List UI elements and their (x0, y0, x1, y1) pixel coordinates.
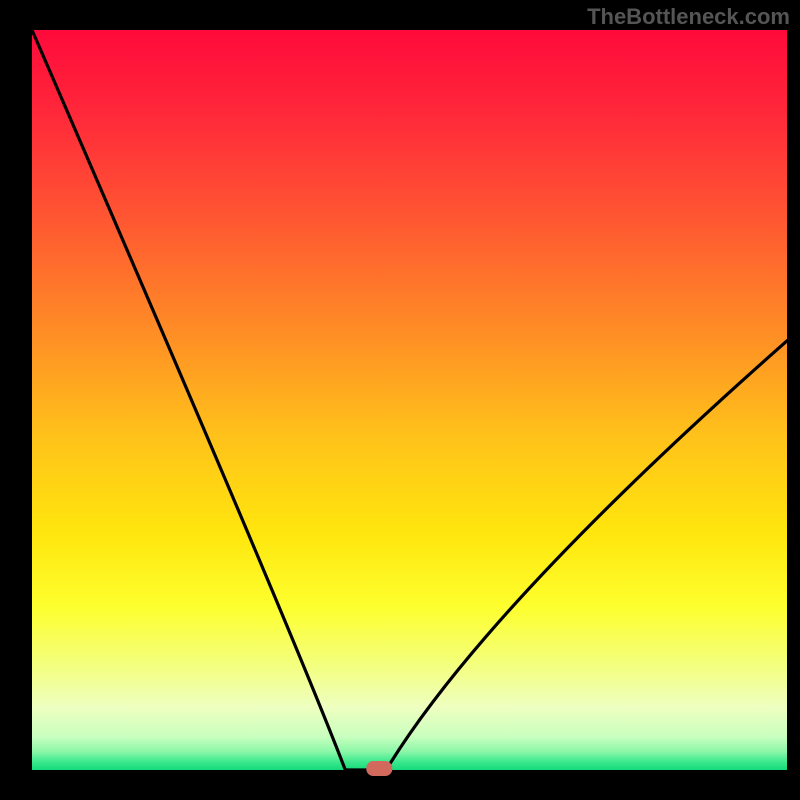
optimal-point-marker (366, 761, 392, 776)
bottleneck-chart-svg (0, 0, 800, 800)
plot-background (32, 30, 787, 770)
watermark-text: TheBottleneck.com (587, 4, 790, 30)
chart-stage: TheBottleneck.com (0, 0, 800, 800)
